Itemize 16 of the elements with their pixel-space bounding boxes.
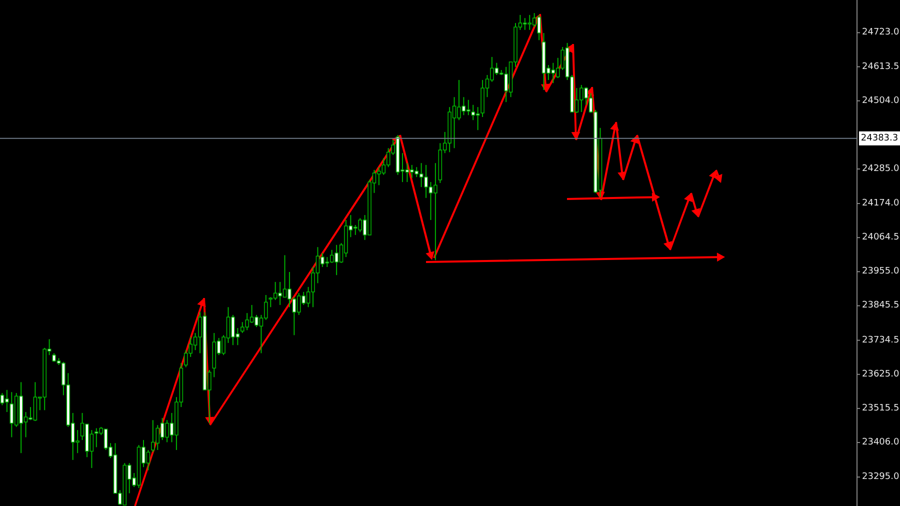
y-tick-label: 23845.5 [862, 300, 900, 311]
y-tick-label: 24174.0 [862, 198, 900, 209]
y-tick-label: 23625.0 [862, 369, 900, 380]
y-tick-label: 24723.0 [862, 28, 900, 38]
y-tick-label: 23515.5 [862, 403, 900, 414]
y-tick-label: 24613.5 [862, 62, 900, 72]
y-tick-label: 24504.0 [862, 96, 900, 106]
candlestick [268, 296, 273, 308]
y-tick-label: 23955.0 [862, 266, 900, 277]
candlestick [471, 104, 476, 121]
ref-line-label: 24383.3 [860, 133, 898, 144]
y-tick-label: 23734.5 [862, 335, 900, 346]
y-tick-label: 23295.0 [862, 472, 900, 482]
y-tick-label: 23406.0 [862, 438, 900, 448]
y-tick-label: 24064.5 [862, 232, 900, 243]
y-tick-label: 24285.0 [862, 164, 900, 174]
